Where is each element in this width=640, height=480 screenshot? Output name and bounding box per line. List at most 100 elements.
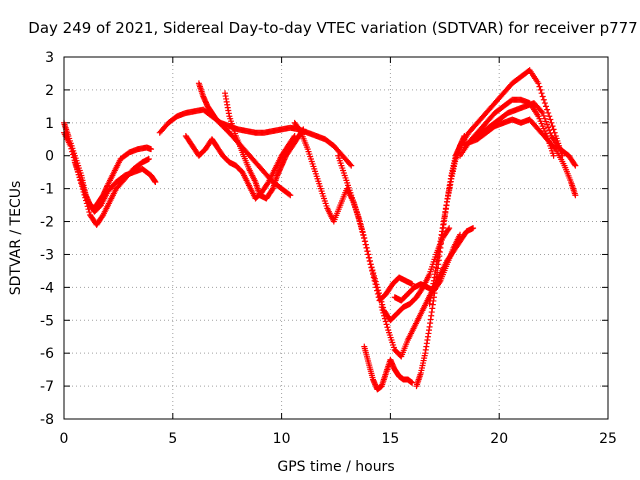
y-tick-label: -6 [40,346,54,362]
series-trace-10 [361,343,416,393]
data-point [367,261,374,268]
plot-frame [63,56,609,420]
data-point [538,108,545,115]
y-tick-label: -4 [40,280,54,296]
data-point [551,144,558,151]
data-point [355,214,362,221]
data-point [537,86,544,93]
data-point [545,124,552,131]
data-marks [61,67,579,393]
axis-ticks [63,56,609,420]
data-point [371,275,378,282]
data-point [571,161,578,168]
data-point [357,220,364,227]
data-point [383,321,390,328]
data-point [297,128,304,135]
data-point [370,269,377,276]
series-trace-13 [413,136,468,390]
data-point [373,281,380,288]
y-tick-label: -2 [40,215,54,231]
x-tick-label: 15 [381,431,399,447]
y-tick-label: 2 [45,83,54,99]
data-point [145,156,152,163]
y-tick-label: -7 [40,379,54,395]
data-point [378,298,385,305]
data-point [470,225,477,232]
chart-title: Day 249 of 2021, Sidereal Day-to-day VTE… [28,19,637,37]
data-point [148,146,155,153]
data-point [356,217,363,224]
data-point [542,103,549,110]
data-point [541,115,548,122]
data-point [377,295,384,302]
data-point [368,264,375,271]
y-tick-label: 1 [45,116,54,132]
data-point [382,318,389,325]
data-point [446,225,453,232]
data-point [542,118,549,125]
data-point [371,272,378,279]
data-point [67,142,74,149]
data-point [457,231,464,238]
data-point [384,324,391,331]
data-point [361,235,368,241]
data-point [286,191,293,198]
data-point [550,152,557,159]
data-point [379,306,386,313]
data-point [545,109,552,116]
series-trace-18 [465,116,579,199]
data-point [540,112,547,119]
series-trace-4 [156,106,355,169]
y-tick-label: -8 [40,412,54,428]
x-tick-label: 25 [599,431,617,447]
data-point [358,226,365,233]
data-point [572,192,579,199]
data-point [269,186,276,193]
data-point [378,304,385,311]
data-point [375,290,382,297]
x-tick-labels: 0 5 10 15 20 25 [60,431,617,447]
data-point [86,209,93,216]
y-tick-label: -3 [40,247,54,263]
data-point [381,312,388,319]
data-point [544,121,551,128]
data-point [546,127,553,134]
series-trace-7 [182,132,298,202]
data-point [544,106,551,113]
data-point [362,241,369,248]
data-point [550,126,557,133]
y-tick-label: -5 [40,313,54,329]
x-tick-label: 0 [60,431,69,447]
data-point [347,161,354,168]
x-axis-label: GPS time / hours [277,459,394,475]
x-tick-label: 10 [273,431,291,447]
data-point [69,148,76,155]
data-point [547,116,554,123]
y-tick-labels: 3 2 1 0 -1 -2 -3 -4 -5 -6 -7 -8 [40,50,54,428]
grid-lines [64,57,608,419]
data-point [359,229,366,236]
data-point [358,223,365,230]
data-point [372,278,379,285]
y-tick-label: -1 [40,182,54,198]
data-point [369,267,376,274]
data-point [68,145,75,152]
data-point [70,154,77,161]
data-point [367,258,373,265]
y-axis-label: SDTVAR / TECUs [8,181,24,296]
series-trace-12 [391,231,464,304]
data-point [291,132,298,139]
data-point [364,248,371,255]
data-point [535,80,542,87]
data-point [374,284,381,291]
y-tick-label: 0 [45,149,54,165]
data-point [381,315,388,322]
data-point [363,244,370,251]
data-point [365,251,372,258]
data-point [539,93,546,100]
data-point [69,151,76,158]
series-trace-8 [291,119,416,304]
x-tick-label: 20 [490,431,508,447]
data-point [538,90,545,97]
